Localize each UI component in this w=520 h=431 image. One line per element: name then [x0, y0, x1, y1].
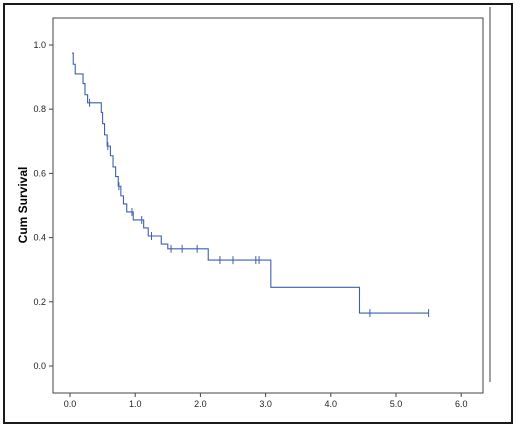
x-axis: 0.0 1.0 2.0 3.0 4.0 5.0 6.0	[64, 393, 468, 409]
chart-frame	[3, 3, 513, 424]
x-tick-label: 3.0	[259, 399, 272, 409]
y-tick-label: 0.6	[33, 168, 46, 178]
y-tick-label: 0.2	[33, 297, 46, 307]
y-tick-label: 0.8	[33, 104, 46, 114]
x-tick-label: 1.0	[129, 399, 142, 409]
survival-step-line	[71, 52, 429, 314]
y-tick-label: 0.0	[33, 361, 46, 371]
censored-marks	[89, 98, 430, 318]
y-tick-label: 0.4	[33, 233, 46, 243]
x-tick-label: 0.0	[64, 399, 77, 409]
x-tick-label: 6.0	[455, 399, 468, 409]
y-axis: 0.0 0.2 0.4 0.6 0.8 1.0	[33, 40, 53, 371]
y-axis-title: Cum Survival	[16, 167, 30, 244]
plot-area-border	[52, 17, 484, 394]
x-tick-label: 2.0	[194, 399, 207, 409]
x-tick-label: 4.0	[325, 399, 338, 409]
y-tick-label: 1.0	[33, 40, 46, 50]
survival-series	[71, 52, 429, 314]
x-tick-label: 5.0	[390, 399, 403, 409]
